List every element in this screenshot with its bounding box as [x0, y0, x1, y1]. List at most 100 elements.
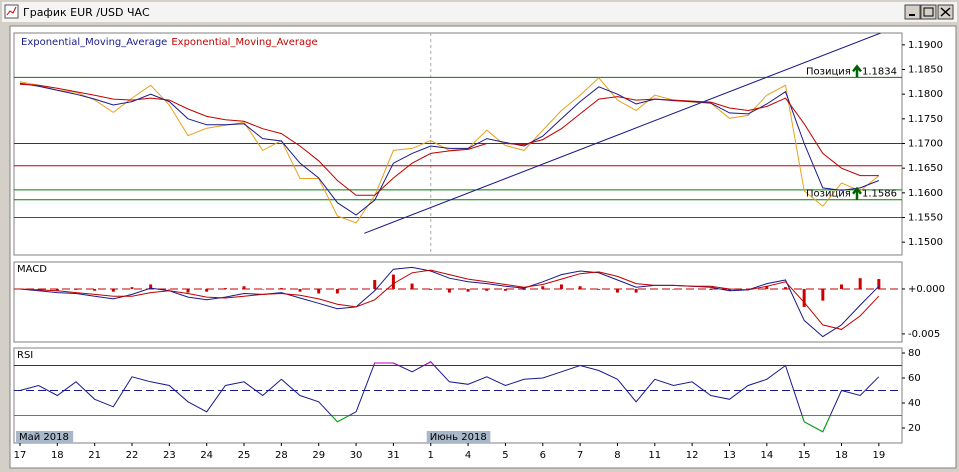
histogram-bar [858, 278, 862, 289]
histogram-bar [709, 288, 713, 290]
x-tick-label: 31 [387, 450, 400, 461]
y-tick-label: 40 [908, 398, 921, 409]
panel-title: MACD [17, 264, 47, 275]
x-tick-label: 30 [350, 450, 363, 461]
series-line [19, 269, 880, 330]
histogram-bar [821, 288, 825, 301]
title-bar [2, 2, 957, 22]
histogram-bar [634, 288, 638, 293]
x-tick-label: 1 [428, 450, 434, 461]
histogram-bar [130, 287, 134, 289]
histogram-bar [205, 288, 209, 292]
x-tick-label: 4 [465, 450, 471, 461]
histogram-bar [186, 288, 190, 293]
panel-frame [13, 261, 903, 343]
y-tick-label: 1.1600 [908, 188, 943, 199]
histogram-bar [690, 288, 694, 290]
histogram-bar [671, 288, 675, 290]
histogram-bar [391, 274, 395, 289]
histogram-bar [149, 284, 153, 289]
minimize-button[interactable] [904, 4, 921, 20]
histogram-bar [541, 286, 545, 289]
y-tick-label: 1.1750 [908, 114, 943, 125]
x-tick-label: 6 [540, 450, 546, 461]
histogram-bar [279, 288, 283, 289]
histogram-bar [522, 288, 526, 290]
y-tick-label: 20 [908, 423, 921, 434]
histogram-bar [877, 279, 881, 289]
histogram-bar [410, 283, 414, 289]
period-box [15, 431, 74, 443]
histogram-bar [429, 288, 433, 290]
histogram-bar [242, 286, 246, 289]
maximize-icon [923, 7, 934, 17]
x-tick-label: 15 [798, 450, 811, 461]
period-label: Июнь 2018 [426, 431, 491, 443]
histogram-bar [55, 288, 59, 291]
histogram-bar [447, 288, 451, 293]
x-tick-label: 8 [614, 450, 620, 461]
x-tick-label: 25 [238, 450, 251, 461]
x-tick-label: 18 [835, 450, 848, 461]
period-box [426, 431, 491, 443]
chart-area [9, 25, 957, 469]
x-tick-label: 12 [686, 450, 699, 461]
window-icon-graph [6, 6, 17, 16]
period-label: Май 2018 [15, 431, 74, 443]
y-tick-label: +0.000 [908, 284, 945, 295]
series-line [19, 83, 879, 196]
annotation-value: 1.1586 [862, 189, 897, 200]
maximize-button[interactable] [920, 4, 937, 20]
histogram-bar [223, 288, 227, 289]
y-tick-label: 1.1900 [908, 40, 943, 51]
x-tick-label: 23 [163, 450, 176, 461]
histogram-bar [503, 288, 507, 291]
histogram-bar [466, 288, 470, 292]
annotation-text: Позиция [806, 66, 851, 77]
close-icon [940, 7, 951, 17]
histogram-bar [615, 288, 619, 293]
histogram-bar [559, 284, 563, 289]
y-tick-label: 1.1700 [908, 139, 943, 150]
histogram-bar [746, 288, 750, 290]
y-tick-label: 1.1550 [908, 213, 943, 224]
y-tick-label: 1.1500 [908, 237, 943, 248]
x-tick-label: 14 [760, 450, 773, 461]
y-tick-label: 80 [908, 348, 921, 359]
y-tick-label: 60 [908, 373, 921, 384]
histogram-bar [18, 288, 22, 290]
annotation-arrow [852, 186, 862, 200]
histogram-bar [783, 287, 787, 289]
x-tick-label: 18 [51, 450, 64, 461]
annotation-arrow [852, 64, 862, 78]
histogram-bar [335, 288, 339, 294]
x-tick-label: 22 [126, 450, 139, 461]
series-line [19, 266, 880, 338]
series-line [19, 361, 880, 433]
y-tick-label: 1.1800 [908, 89, 943, 100]
histogram-bar [298, 288, 302, 292]
window-buttons[interactable] [904, 4, 954, 20]
x-tick-label: 5 [502, 450, 508, 461]
histogram-bar [74, 288, 78, 290]
histogram-bar [802, 288, 806, 307]
x-tick-label: 28 [275, 450, 288, 461]
x-tick-label: 17 [14, 450, 27, 461]
trend-line [364, 33, 881, 234]
window-title: График EUR /USD ЧАС [23, 6, 150, 19]
x-tick-label: 13 [723, 450, 736, 461]
x-tick-label: 19 [872, 450, 885, 461]
histogram-bar [840, 284, 844, 289]
x-tick-label: 21 [88, 450, 101, 461]
x-tick-label: 7 [577, 450, 583, 461]
histogram-bar [111, 288, 115, 292]
legend-entry: Exponential_Moving_Average [171, 37, 317, 48]
histogram-bar [167, 288, 171, 290]
histogram-bar [485, 288, 489, 291]
histogram-bar [354, 288, 358, 290]
x-tick-label: 24 [200, 450, 213, 461]
period-text: Июнь 2018 [430, 432, 487, 443]
histogram-bar [653, 288, 657, 290]
y-tick-label: 1.1650 [908, 163, 943, 174]
